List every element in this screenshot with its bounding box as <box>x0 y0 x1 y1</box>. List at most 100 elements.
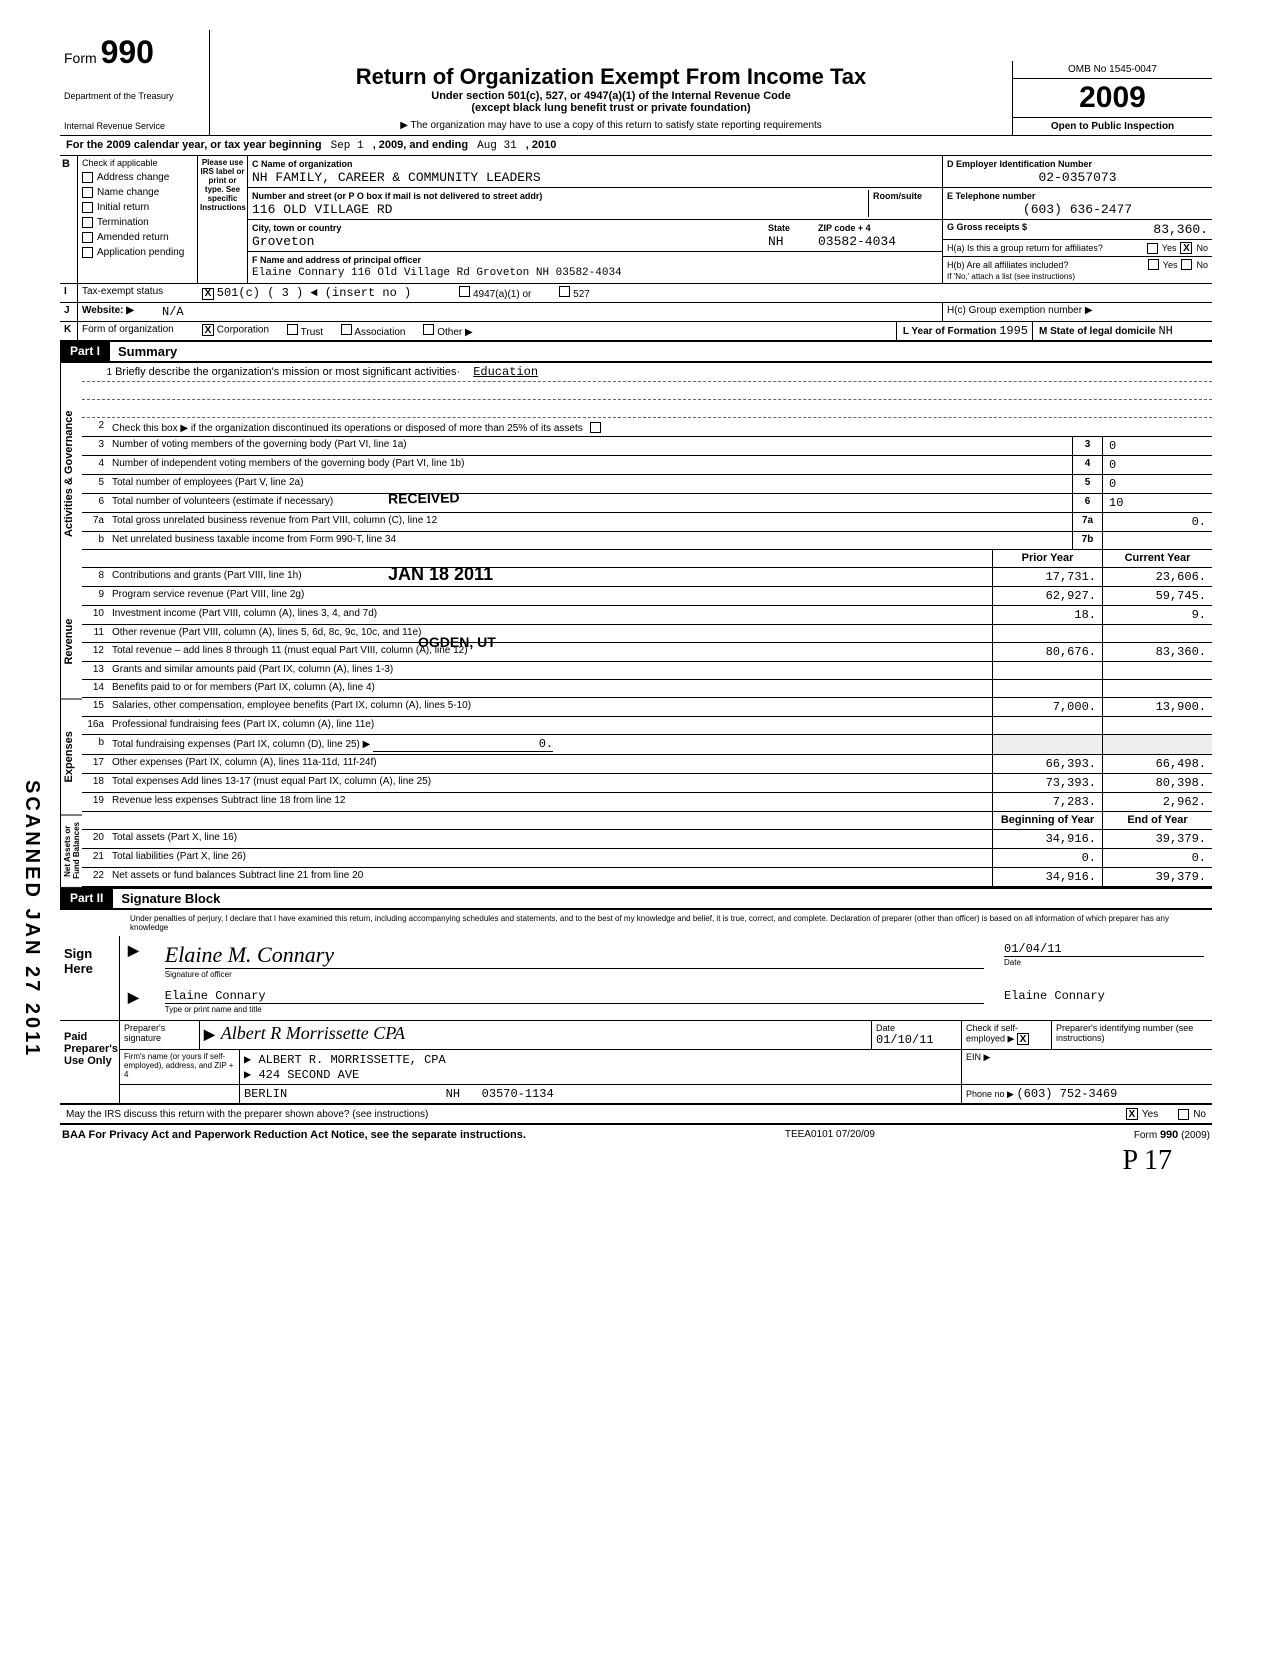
zip: 03582-4034 <box>818 234 896 249</box>
please-use-label: Please use IRS label or print or type. S… <box>198 156 248 283</box>
discuss-yes-check[interactable]: X <box>1126 1108 1138 1120</box>
sign-here-label: Sign Here <box>60 936 120 1020</box>
py-cy-header: JAN 18 2011 Prior Year Current Year <box>82 550 1212 568</box>
form-number: 990 <box>101 34 154 70</box>
paid-preparer-block: Paid Preparer's Use Only Preparer's sign… <box>60 1021 1212 1105</box>
label-b: B <box>60 156 78 283</box>
officer-name-typed: Elaine Connary <box>165 989 984 1003</box>
website: N/A <box>158 303 942 321</box>
line-14: 14Benefits paid to or for members (Part … <box>82 680 1212 698</box>
officer-signature: Elaine M. Connary <box>165 942 984 968</box>
omb-number: OMB No 1545-0047 <box>1013 61 1212 79</box>
title-box: Return of Organization Exempt From Incom… <box>210 60 1012 135</box>
c-label: C Name of organization <box>252 159 353 169</box>
firm-city: BERLIN <box>244 1087 287 1101</box>
state: NH <box>768 234 784 249</box>
addr-label: Number and street (or P O box if mail is… <box>252 191 542 201</box>
city-label: City, town or country <box>252 223 341 233</box>
year-box: OMB No 1545-0047 2009 Open to Public Ins… <box>1012 61 1212 135</box>
vtab-activities: Activities & Governance <box>60 363 82 584</box>
org-name: NH FAMILY, CAREER & COMMUNITY LEADERS <box>252 170 541 185</box>
tax-year-row: For the 2009 calendar year, or tax year … <box>60 136 1212 156</box>
street: 116 OLD VILLAGE RD <box>252 202 392 217</box>
line-16a: 16aProfessional fundraising fees (Part I… <box>82 717 1212 735</box>
perjury-statement: Under penalties of perjury, I declare th… <box>60 910 1212 936</box>
sign-here-block: Sign Here ▶ Elaine M. Connary Signature … <box>60 936 1212 1021</box>
self-employed-check[interactable]: X <box>1017 1033 1029 1045</box>
hb-note: If 'No,' attach a list (see instructions… <box>943 272 1212 283</box>
ty-end: Aug 31 <box>477 140 517 152</box>
tax-year: 2009 <box>1013 79 1212 118</box>
zip-label: ZIP code + 4 <box>818 223 871 233</box>
section-b: B Check if applicable Address change Nam… <box>60 156 1212 284</box>
phone: (603) 636-2477 <box>947 202 1208 217</box>
ein: 02-0357073 <box>947 170 1208 185</box>
form-note: ▶ The organization may have to use a cop… <box>218 120 1004 131</box>
chk-application-pending[interactable]: Application pending <box>78 245 197 260</box>
line-17: 17Other expenses (Part IX, column (A), l… <box>82 755 1212 774</box>
chk-amended[interactable]: Amended return <box>78 230 197 245</box>
chk-termination[interactable]: Termination <box>78 215 197 230</box>
line-5: 5Total number of employees (Part V, line… <box>82 475 1212 494</box>
line-21: 21Total liabilities (Part X, line 26)0.0… <box>82 849 1212 868</box>
line-15: 15Salaries, other compensation, employee… <box>82 698 1212 717</box>
line-12: 12Total revenue – add lines 8 through 11… <box>82 643 1212 662</box>
dept-irs: Internal Revenue Service <box>64 121 205 131</box>
vtab-net-assets: Net Assets or Fund Balances <box>60 815 82 888</box>
mission-blank-1 <box>82 382 1212 400</box>
line-9: 9Program service revenue (Part VIII, lin… <box>82 587 1212 606</box>
line-13: 13Grants and similar amounts paid (Part … <box>82 662 1212 680</box>
sig-date: 01/04/11 <box>1004 942 1204 956</box>
line-20: 20Total assets (Part X, line 16)34,916.3… <box>82 830 1212 849</box>
dept-treasury: Department of the Treasury <box>64 91 205 101</box>
officer-name2: Elaine Connary <box>1004 989 1204 1014</box>
line-2: 2 Check this box ▶ if the organization d… <box>82 418 1212 437</box>
city: Groveton <box>252 234 314 249</box>
mission-blank-2 <box>82 400 1212 418</box>
form-label: Form <box>64 50 97 66</box>
public-inspection: Open to Public Inspection <box>1013 118 1212 135</box>
line-22: 22Net assets or fund balances Subtract l… <box>82 868 1212 888</box>
discuss-row: May the IRS discuss this return with the… <box>60 1105 1212 1125</box>
row-j: J Website: ▶ N/A H(c) Group exemption nu… <box>60 303 1212 322</box>
part1-header: Part I Summary <box>60 341 1212 363</box>
line-3: 3Number of voting members of the governi… <box>82 437 1212 456</box>
line-11: 11Other revenue (Part VIII, column (A), … <box>82 625 1212 643</box>
preparer-signature: Albert R Morrissette CPA <box>221 1023 405 1043</box>
firm-name: ALBERT R. MORRISSETTE, CPA <box>258 1053 445 1067</box>
line-16b: bTotal fundraising expenses (Part IX, co… <box>82 735 1212 755</box>
vtab-revenue: Revenue <box>60 584 82 700</box>
room-label: Room/suite <box>873 191 922 201</box>
form-990-page: Form 990 Department of the Treasury Inte… <box>60 30 1212 1177</box>
state-label: State <box>768 223 790 233</box>
name-address-column: C Name of organization NH FAMILY, CAREER… <box>248 156 942 283</box>
year-formation: 1995 <box>999 324 1028 338</box>
mission: Education <box>473 365 538 379</box>
state-domicile: NH <box>1158 324 1172 338</box>
de-column: D Employer Identification Number 02-0357… <box>942 156 1212 283</box>
row-k: K Form of organization X Corporation Tru… <box>60 322 1212 341</box>
line-8: 8Contributions and grants (Part VIII, li… <box>82 568 1212 587</box>
ty-begin: Sep 1 <box>331 140 364 152</box>
ty-mid: , 2009, and ending <box>373 139 468 151</box>
gross-receipts: 83,360. <box>1153 222 1208 237</box>
line-7b: bNet unrelated business taxable income f… <box>82 532 1212 550</box>
d-label: D Employer Identification Number <box>947 159 1092 169</box>
discuss-no-check[interactable] <box>1178 1109 1189 1120</box>
check-column: Check if applicable Address change Name … <box>78 156 198 283</box>
hb-label: H(b) Are all affiliates included? <box>947 260 1144 270</box>
prep-date: 01/10/11 <box>876 1033 957 1047</box>
line-6: 6Total number of volunteers (estimate if… <box>82 494 1212 513</box>
form-subtitle2: (except black lung benefit trust or priv… <box>218 102 1004 114</box>
firm-zip: 03570-1134 <box>482 1087 554 1101</box>
chk-address-change[interactable]: Address change <box>78 170 197 185</box>
line-10: 10Investment income (Part VIII, column (… <box>82 606 1212 625</box>
line-19: 19Revenue less expenses Subtract line 18… <box>82 793 1212 812</box>
chk-initial-return[interactable]: Initial return <box>78 200 197 215</box>
footer: BAA For Privacy Act and Paperwork Reduct… <box>60 1125 1212 1145</box>
form-title: Return of Organization Exempt From Incom… <box>218 64 1004 90</box>
firm-addr: 424 SECOND AVE <box>258 1068 359 1082</box>
chk-name-change[interactable]: Name change <box>78 185 197 200</box>
f-label: F Name and address of principal officer <box>252 255 421 265</box>
form-subtitle1: Under section 501(c), 527, or 4947(a)(1)… <box>218 90 1004 102</box>
